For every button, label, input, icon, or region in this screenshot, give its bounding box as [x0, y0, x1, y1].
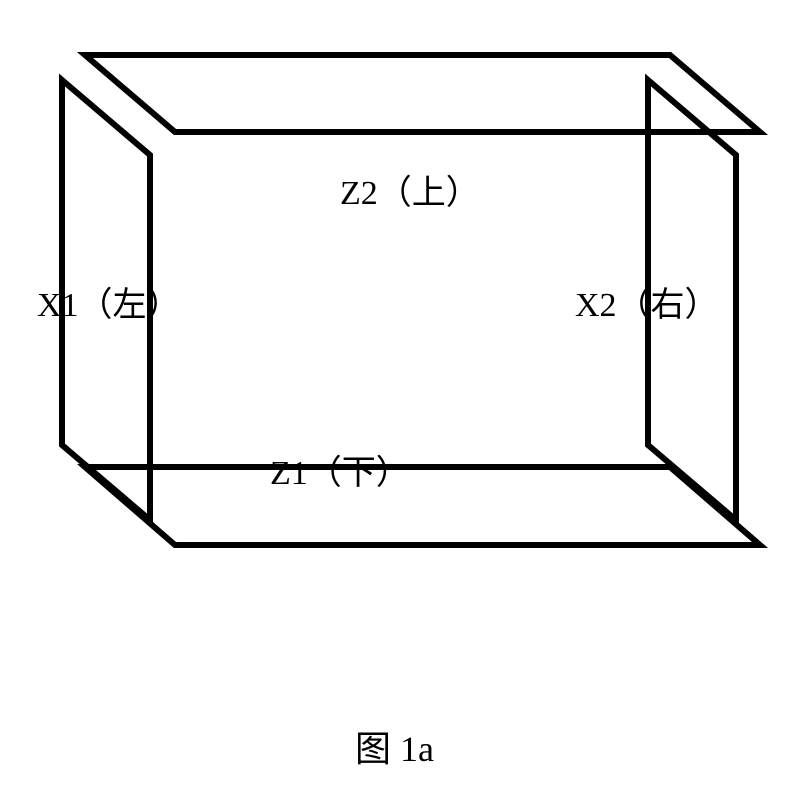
- diagram-canvas: [0, 0, 791, 802]
- label-bottom-face: Z1（下）: [270, 445, 410, 494]
- bottom-plane: [85, 467, 760, 545]
- label-top-face: Z2（上）: [340, 165, 480, 214]
- label-right-face: X2（右）: [575, 277, 719, 326]
- top-plane: [85, 55, 760, 132]
- figure-caption: 图 1a: [355, 720, 434, 772]
- label-left-face: X1（左）: [37, 277, 181, 326]
